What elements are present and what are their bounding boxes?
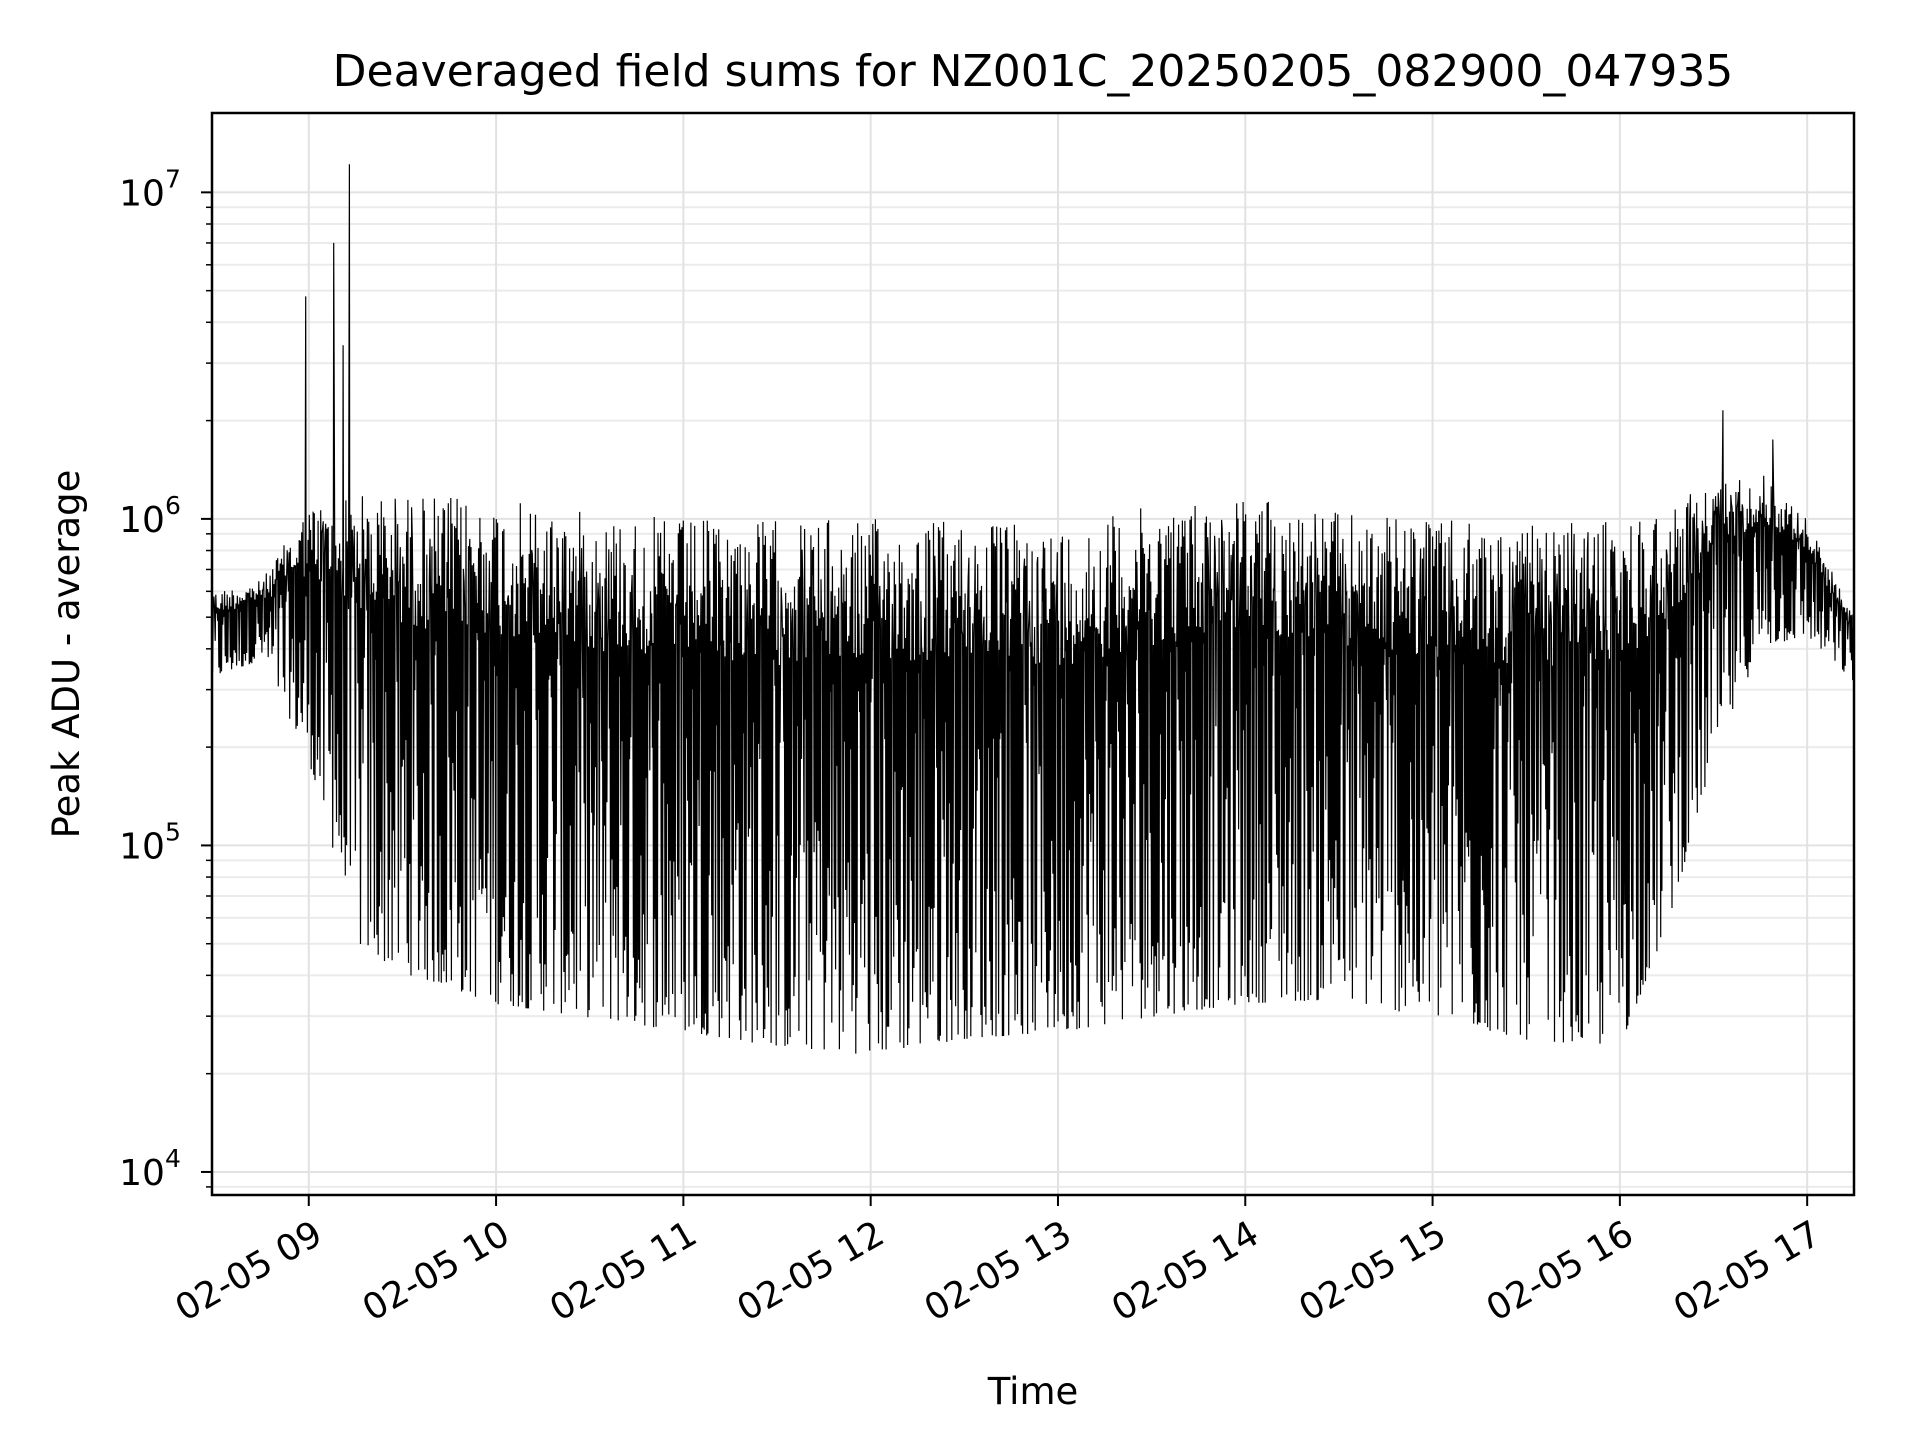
y-tick-label: 104 <box>119 1144 181 1194</box>
y-tick-label: 105 <box>119 817 181 867</box>
plot-frame <box>210 111 1856 1197</box>
data-layer <box>211 164 1855 1054</box>
y-tick-label: 106 <box>119 491 181 541</box>
x-axis-label: Time <box>987 1370 1079 1413</box>
chart-title: Deaveraged field sums for NZ001C_2025020… <box>333 46 1734 97</box>
y-tick-label: 107 <box>119 164 181 214</box>
series-line <box>211 164 1855 1054</box>
y-axis-label: Peak ADU - average <box>45 470 88 839</box>
